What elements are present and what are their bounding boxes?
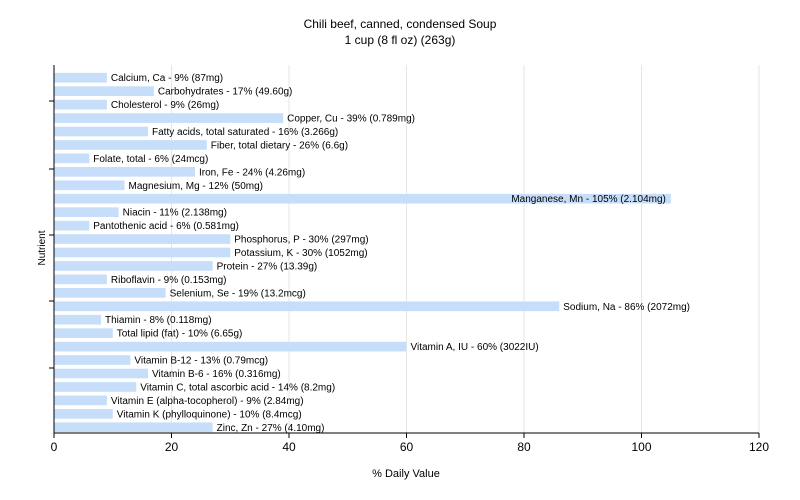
x-tick-label: 0 <box>51 440 58 454</box>
bar <box>54 153 90 164</box>
bar <box>54 220 90 231</box>
bar <box>54 180 125 191</box>
bar <box>54 86 154 97</box>
bar-label: Thiamin - 8% (0.118mg) <box>105 315 212 326</box>
bar <box>54 126 148 137</box>
bar-label: Riboflavin - 9% (0.153mg) <box>111 275 227 286</box>
x-axis-label: % Daily Value <box>372 468 440 480</box>
bar <box>54 408 113 419</box>
bar <box>54 287 166 298</box>
bar <box>54 274 107 285</box>
chart-title: Chili beef, canned, condensed Soup <box>304 17 497 31</box>
bar <box>54 234 231 244</box>
bar <box>54 140 207 150</box>
x-tick-label: 40 <box>282 440 296 454</box>
bar <box>54 113 284 123</box>
bar-label: Vitamin K (phylloquinone) - 10% (8.4mcg) <box>117 409 302 420</box>
bars-group: Calcium, Ca - 9% (87mg) Carbohydrates - 1… <box>54 72 690 434</box>
axes-group: 0 20 40 60 80 100 120 <box>49 65 769 454</box>
bar-label: Zinc, Zn - 27% (4.10mg) <box>217 423 325 434</box>
bar-label: Protein - 27% (13.39g) <box>217 261 318 272</box>
bar-label: Pantothenic acid - 6% (0.581mg) <box>93 221 239 232</box>
bar-label: Selenium, Se - 19% (13.2mcg) <box>170 288 306 299</box>
bar-label: Vitamin B-6 - 16% (0.316mg) <box>152 369 281 380</box>
x-tick-label: 120 <box>749 440 769 454</box>
x-tick-label: 100 <box>631 440 651 454</box>
x-tick-label: 20 <box>165 440 179 454</box>
bar-label: Copper, Cu - 39% (0.789mg) <box>287 114 415 125</box>
bar-label: Fiber, total dietary - 26% (6.6g) <box>211 140 348 151</box>
bar-label: Vitamin C, total ascorbic acid - 14% (8.… <box>140 382 335 393</box>
bar <box>54 301 560 312</box>
bar-label: Calcium, Ca - 9% (87mg) <box>111 73 223 84</box>
bar-label: Vitamin E (alpha-tocopherol) - 9% (2.84m… <box>111 396 304 407</box>
bar-label: Folate, total - 6% (24mcg) <box>93 154 208 165</box>
chart-subtitle: 1 cup (8 fl oz) (263g) <box>345 33 456 47</box>
bar-label: Manganese, Mn - 105% (2.104mg) <box>511 194 666 205</box>
bar <box>54 193 671 204</box>
y-axis-label: Nutrient <box>37 230 48 265</box>
bar <box>54 422 213 433</box>
x-tick-label: 60 <box>400 440 414 454</box>
bar-label: Magnesium, Mg - 12% (50mg) <box>129 181 264 192</box>
bar <box>54 166 195 177</box>
bar <box>54 368 148 379</box>
bar <box>54 99 107 110</box>
gridlines <box>171 65 760 433</box>
bar-label: Vitamin B-12 - 13% (0.79mcg) <box>134 356 268 367</box>
bar-label: Potassium, K - 30% (1052mg) <box>234 248 367 259</box>
bar <box>54 355 131 365</box>
bar-label: Total lipid (fat) - 10% (6.65g) <box>117 329 243 340</box>
bar-label: Cholesterol - 9% (26mg) <box>111 100 219 111</box>
bar-label: Fatty acids, total saturated - 16% (3.26… <box>152 127 338 138</box>
bar-label: Iron, Fe - 24% (4.26mg) <box>199 167 305 178</box>
bar-label: Sodium, Na - 86% (2072mg) <box>563 302 690 313</box>
x-tick-label: 80 <box>517 440 531 454</box>
bar-label: Niacin - 11% (2.138mg) <box>123 208 227 219</box>
bar <box>54 207 119 218</box>
bar <box>54 247 231 258</box>
bar-label: Carbohydrates - 17% (49.60g) <box>158 87 293 98</box>
bar <box>54 261 213 271</box>
bar <box>54 314 101 325</box>
bar-label: Phosphorus, P - 30% (297mg) <box>234 235 368 246</box>
bar <box>54 395 107 406</box>
bar <box>54 382 137 392</box>
bar <box>54 72 107 83</box>
bar-label: Vitamin A, IU - 60% (3022IU) <box>411 342 539 353</box>
bar <box>54 341 407 352</box>
bar <box>54 328 113 339</box>
